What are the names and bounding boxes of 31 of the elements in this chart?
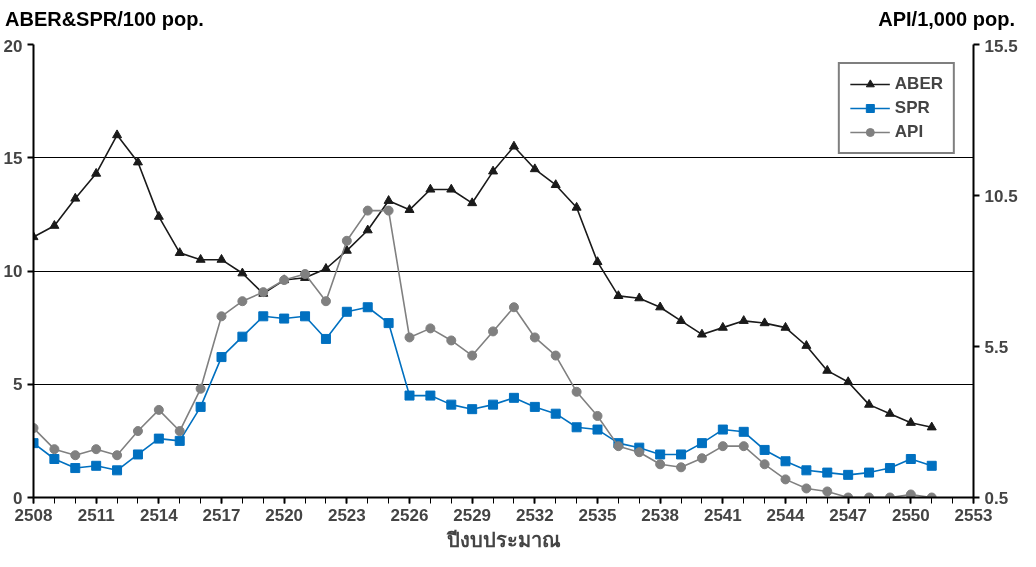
x-axis-title: ปีงบประมาณ — [445, 527, 561, 552]
x-tick-label: 2517 — [202, 505, 241, 525]
y2-tick-label: 0.5 — [984, 488, 1009, 508]
legend-label: SPR — [894, 97, 930, 118]
y-tick-label: 5 — [13, 374, 23, 394]
x-tick-label: 2520 — [265, 505, 304, 525]
y2-tick-label: 5.5 — [984, 337, 1009, 357]
y2-tick-label: 10.5 — [984, 186, 1018, 206]
x-tick-label: 2529 — [453, 505, 492, 525]
x-tick-label: 2541 — [703, 505, 742, 525]
x-tick-label: 2547 — [829, 505, 868, 525]
y2-tick-label: 15.5 — [984, 36, 1018, 56]
y-tick-label: 10 — [3, 261, 23, 281]
x-tick-label: 2538 — [641, 505, 680, 525]
x-tick-label: 2526 — [390, 505, 429, 525]
y-tick-label: 20 — [3, 36, 23, 56]
x-tick-label: 2535 — [578, 505, 617, 525]
x-tick-label: 2550 — [891, 505, 930, 525]
x-tick-label: 2544 — [766, 505, 805, 525]
y-axis-title: ABER&SPR/100 pop. — [5, 7, 204, 32]
x-tick-label: 2523 — [327, 505, 366, 525]
legend-label: ABER — [894, 73, 943, 94]
x-tick-label: 2553 — [954, 505, 993, 525]
y-tick-label: 0 — [13, 488, 23, 508]
x-tick-label: 2511 — [77, 505, 115, 525]
y2-axis-title: API/1,000 pop. — [878, 7, 1015, 32]
x-tick-label: 2532 — [515, 505, 554, 525]
y-tick-label: 15 — [3, 148, 23, 168]
legend-label: API — [894, 121, 924, 142]
x-tick-label: 2508 — [14, 505, 53, 525]
x-tick-label: 2514 — [139, 505, 179, 525]
